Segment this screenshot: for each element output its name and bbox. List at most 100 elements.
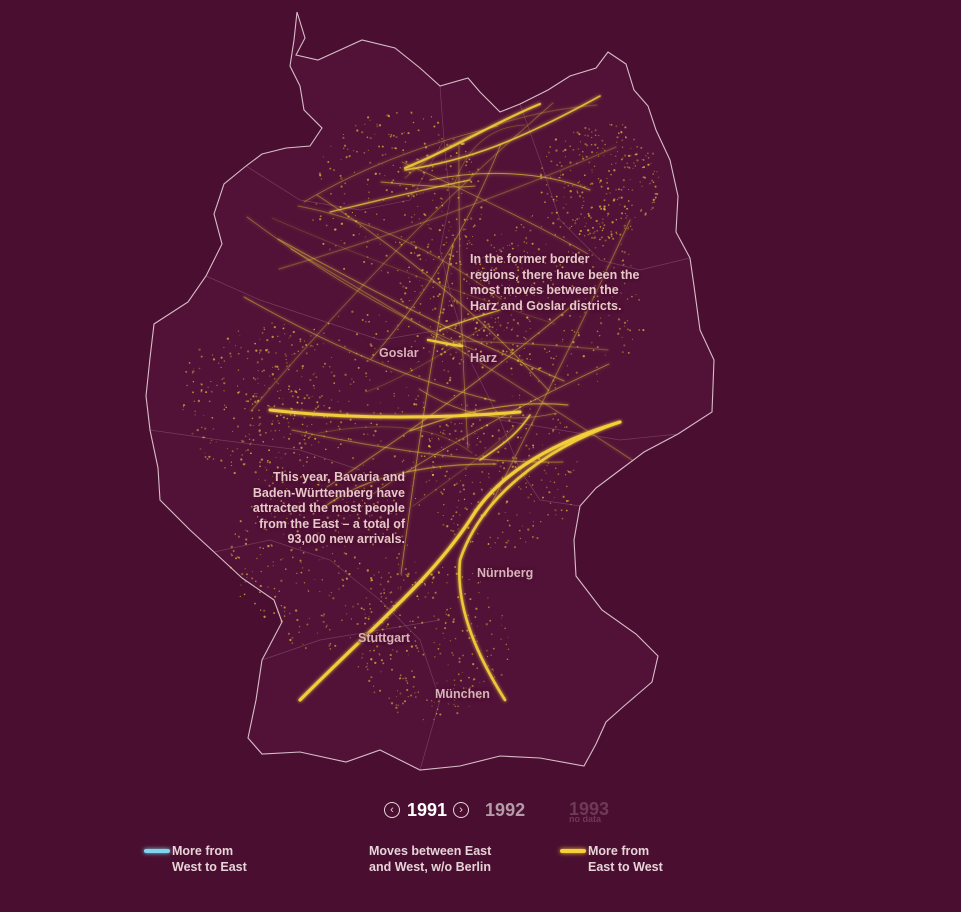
migration-dot [528, 447, 531, 450]
migration-dot [380, 671, 382, 673]
migration-dot [318, 481, 320, 483]
migration-dot [356, 475, 360, 479]
chevron-left-icon[interactable]: ‹ [384, 802, 400, 818]
migration-dot [628, 253, 630, 255]
migration-dot [385, 188, 388, 192]
migration-dot [492, 493, 495, 495]
migration-dot [588, 161, 591, 164]
migration-dot [416, 194, 418, 196]
migration-dot [414, 561, 416, 563]
migration-dot [577, 334, 581, 337]
migration-dot [243, 440, 245, 442]
migration-dot [629, 225, 632, 227]
migration-dot [235, 557, 237, 560]
migration-dot [182, 406, 185, 408]
migration-dot [496, 329, 498, 331]
migration-dot [375, 423, 378, 426]
migration-dot [472, 225, 475, 228]
migration-dot [447, 425, 449, 427]
migration-dot [323, 404, 325, 407]
migration-dot [565, 271, 568, 274]
migration-dot [291, 395, 294, 398]
migration-dot [417, 129, 420, 132]
migration-dot [564, 182, 566, 185]
migration-dot [512, 318, 515, 322]
migration-dot [376, 233, 379, 236]
next-year-button[interactable]: 1992 [485, 799, 526, 820]
migration-dot [409, 280, 411, 283]
migration-dot [432, 465, 434, 468]
migration-dot [501, 284, 503, 287]
migration-dot [598, 205, 602, 208]
migration-dot [299, 547, 302, 549]
migration-dot [533, 282, 536, 285]
migration-dot [312, 502, 315, 505]
migration-dot [259, 461, 262, 464]
migration-dot [273, 587, 276, 590]
migration-dot [382, 662, 385, 665]
migration-dot [257, 382, 259, 384]
migration-dot [379, 243, 381, 245]
migration-dot [414, 692, 416, 694]
migration-dot [438, 293, 441, 296]
migration-dot [254, 378, 257, 381]
migration-dot [243, 378, 245, 380]
migration-dot [474, 634, 476, 637]
migration-dot [505, 502, 507, 504]
migration-dot [571, 329, 573, 332]
migration-dot [423, 455, 426, 458]
migration-dot [555, 199, 558, 202]
migration-dot [487, 287, 490, 290]
migration-dot [494, 318, 497, 320]
migration-dot [437, 277, 440, 280]
migration-dot [441, 210, 443, 213]
migration-dot [318, 396, 322, 399]
migration-dot [236, 447, 239, 450]
migration-dot [453, 684, 456, 686]
migration-dot [303, 416, 306, 419]
migration-dot [309, 378, 312, 382]
migration-dot [482, 256, 484, 259]
migration-dot [434, 656, 436, 658]
migration-dot [282, 398, 284, 400]
migration-dot [346, 501, 348, 503]
migration-dot [619, 203, 621, 205]
migration-dot [416, 254, 419, 257]
migration-dot [441, 348, 444, 351]
migration-dot [566, 485, 568, 488]
migration-dot [363, 464, 365, 466]
migration-dot [419, 321, 421, 323]
migration-dot [454, 423, 456, 425]
migration-dot [319, 215, 322, 218]
migration-dot [212, 358, 216, 361]
migration-dot [496, 285, 499, 288]
migration-dot [445, 242, 447, 244]
migration-dot [334, 529, 337, 532]
migration-dot [203, 436, 206, 439]
migration-dot [652, 173, 655, 176]
migration-dot [390, 702, 394, 705]
migration-dot [245, 449, 247, 452]
migration-dot [369, 343, 372, 346]
migration-dot [508, 524, 511, 527]
migration-dot [484, 447, 486, 449]
migration-dot [366, 313, 369, 316]
migration-dot [322, 365, 325, 368]
migration-dot [552, 198, 555, 201]
migration-dot [430, 116, 433, 118]
migration-dot [498, 437, 501, 440]
migration-dot [610, 173, 612, 176]
migration-dot [533, 252, 535, 254]
migration-dot [223, 347, 225, 349]
migration-dot [489, 619, 492, 622]
migration-streak [297, 205, 502, 300]
migration-dot [284, 521, 288, 524]
migration-dot [391, 147, 394, 150]
migration-dot [239, 595, 241, 598]
migration-dot [417, 598, 420, 600]
chevron-right-icon[interactable]: › [453, 802, 470, 818]
migration-dot [411, 485, 413, 487]
migration-dot [480, 280, 482, 282]
migration-dot [633, 138, 635, 141]
migration-dot [323, 534, 325, 537]
